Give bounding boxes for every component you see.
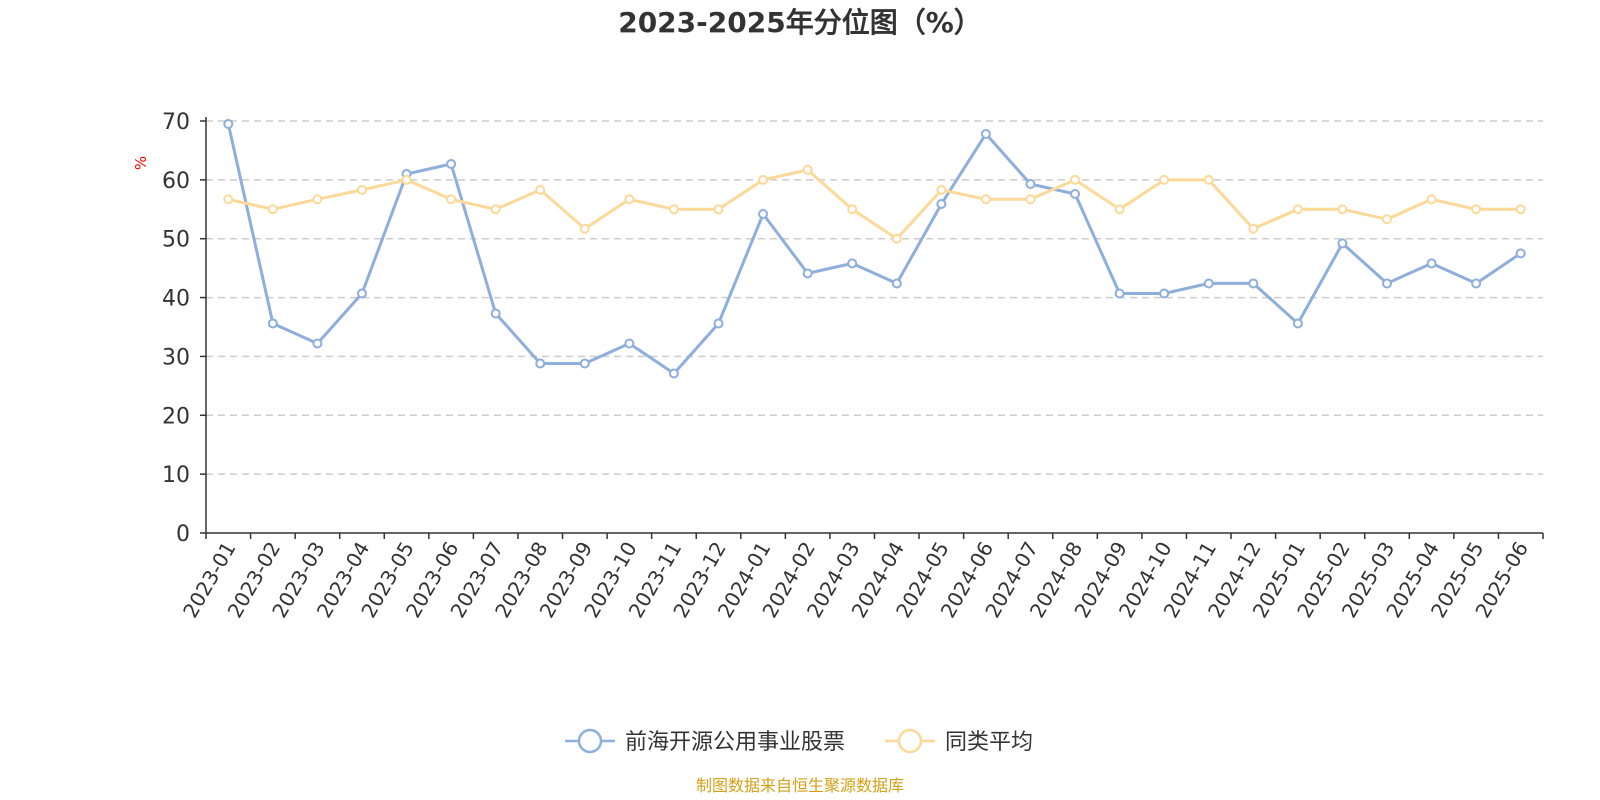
data-point-0-2023-12 <box>713 318 724 329</box>
data-point-1-2023-08 <box>535 184 546 195</box>
y-tick-label-60: 60 <box>162 169 190 194</box>
data-point-0-2024-10 <box>1159 288 1170 299</box>
data-point-1-2023-02 <box>267 204 278 215</box>
y-tick-label-70: 70 <box>162 110 190 135</box>
data-point-0-2023-01 <box>223 118 234 129</box>
data-point-0-2024-06 <box>980 128 991 139</box>
data-point-1-2024-08 <box>1070 174 1081 185</box>
legend-label-0: 前海开源公用事业股票 <box>625 730 845 755</box>
data-point-1-2024-06 <box>980 194 991 205</box>
data-point-1-2023-12 <box>713 204 724 215</box>
data-point-1-2023-01 <box>223 194 234 205</box>
legend-marker-1 <box>897 728 923 754</box>
data-point-1-2025-02 <box>1337 204 1348 215</box>
data-point-1-2024-07 <box>1025 194 1036 205</box>
data-point-1-2023-07 <box>490 204 501 215</box>
data-point-0-2025-06 <box>1515 248 1526 259</box>
data-point-0-2024-09 <box>1114 288 1125 299</box>
data-point-1-2024-12 <box>1248 223 1259 234</box>
legend-label-1: 同类平均 <box>945 730 1033 755</box>
data-point-1-2024-09 <box>1114 204 1125 215</box>
data-point-0-2023-08 <box>535 358 546 369</box>
data-point-0-2024-08 <box>1070 188 1081 199</box>
data-point-1-2024-10 <box>1159 174 1170 185</box>
series-line-0 <box>226 123 1522 375</box>
y-tick-label-10: 10 <box>162 463 190 488</box>
data-source-note: 制图数据来自恒生聚源数据库 <box>696 776 904 795</box>
data-point-0-2024-05 <box>936 198 947 209</box>
data-point-0-2025-05 <box>1471 278 1482 289</box>
data-point-0-2023-11 <box>668 368 679 379</box>
data-point-0-2024-07 <box>1025 178 1036 189</box>
data-point-1-2023-06 <box>446 194 457 205</box>
series-lines <box>223 118 1526 379</box>
data-point-0-2023-10 <box>624 338 635 349</box>
legend: 前海开源公用事业股票 同类平均 <box>565 728 1033 755</box>
chart-title: 2023-2025年分位图（%） <box>618 6 982 39</box>
data-point-0-2025-04 <box>1426 258 1437 269</box>
y-tick-label-50: 50 <box>162 228 190 253</box>
data-point-1-2023-05 <box>401 174 412 185</box>
y-tick-label-0: 0 <box>176 522 190 547</box>
data-point-0-2024-03 <box>847 258 858 269</box>
data-point-0-2023-09 <box>579 358 590 369</box>
data-point-0-2025-03 <box>1382 278 1393 289</box>
data-point-1-2024-05 <box>936 184 947 195</box>
data-point-0-2024-11 <box>1203 278 1214 289</box>
data-point-0-2024-02 <box>802 268 813 279</box>
y-axis-unit-label: % <box>132 156 150 170</box>
data-point-1-2023-11 <box>668 204 679 215</box>
data-point-0-2024-04 <box>891 278 902 289</box>
data-point-0-2025-02 <box>1337 238 1348 249</box>
y-tick-label-40: 40 <box>162 287 190 312</box>
data-point-0-2024-12 <box>1248 278 1259 289</box>
data-point-1-2024-11 <box>1203 174 1214 185</box>
data-point-1-2023-03 <box>312 194 323 205</box>
series-line-1 <box>227 168 1521 241</box>
data-point-0-2023-07 <box>490 308 501 319</box>
data-point-1-2023-09 <box>579 223 590 234</box>
data-point-1-2024-03 <box>847 204 858 215</box>
data-point-1-2024-04 <box>891 233 902 244</box>
data-point-1-2025-03 <box>1382 214 1393 225</box>
legend-marker-0 <box>577 728 603 754</box>
data-point-1-2023-10 <box>624 194 635 205</box>
data-point-1-2025-06 <box>1515 204 1526 215</box>
data-point-0-2023-02 <box>267 318 278 329</box>
y-tick-label-20: 20 <box>162 404 190 429</box>
data-point-1-2025-01 <box>1292 204 1303 215</box>
data-point-0-2025-01 <box>1292 318 1303 329</box>
series-0 <box>223 118 1526 379</box>
gridlines <box>206 120 1543 475</box>
data-point-1-2024-01 <box>758 174 769 185</box>
data-point-1-2025-05 <box>1471 204 1482 215</box>
data-point-1-2023-04 <box>356 184 367 195</box>
data-point-0-2024-01 <box>758 208 769 219</box>
y-tick-label-30: 30 <box>162 345 190 370</box>
data-point-0-2023-04 <box>356 288 367 299</box>
data-point-0-2023-06 <box>446 158 457 169</box>
data-point-1-2024-02 <box>802 164 813 175</box>
data-point-1-2025-04 <box>1426 194 1437 205</box>
data-point-0-2023-03 <box>312 338 323 349</box>
series-1 <box>223 164 1526 244</box>
